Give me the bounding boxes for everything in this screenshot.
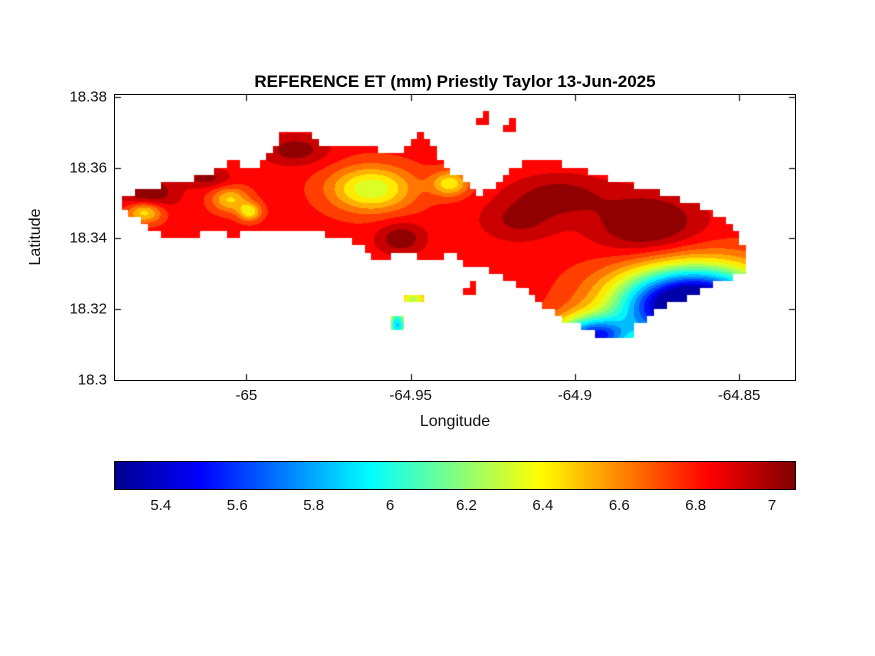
colorbar-tick-label: 6.6 [608, 497, 630, 514]
contour-map-canvas [115, 95, 795, 380]
colorbar-tick-label: 6.8 [685, 497, 707, 514]
y-tick-label: 18.34 [69, 229, 107, 247]
colorbar-tick-label: 7 [767, 497, 777, 514]
y-tick-label: 18.36 [69, 159, 107, 177]
y-tick-label: 18.32 [69, 300, 107, 318]
plot-area [114, 94, 796, 381]
colorbar [114, 461, 796, 490]
x-tick-label: -64.9 [557, 387, 592, 404]
chart-title: REFERENCE ET (mm) Priestly Taylor 13-Jun… [254, 72, 656, 91]
colorbar-tick-label: 6 [385, 497, 395, 514]
y-tick-label: 18.38 [69, 88, 107, 106]
colorbar-tick-label: 5.6 [226, 497, 248, 514]
colorbar-tick-label: 6.4 [532, 497, 554, 514]
y-axis-label: Latitude [27, 208, 44, 266]
colorbar-tick-label: 6.2 [456, 497, 477, 514]
x-tick-label: -65 [235, 387, 258, 404]
colorbar-tick-label: 5.4 [150, 497, 172, 514]
x-tick-label: -64.95 [389, 387, 432, 404]
y-tick-label: 18.3 [77, 371, 107, 389]
colorbar-tick-label: 5.8 [303, 497, 325, 514]
x-axis-label: Longitude [419, 413, 491, 430]
x-tick-label: -64.85 [717, 387, 761, 404]
colorbar-canvas [115, 462, 795, 489]
